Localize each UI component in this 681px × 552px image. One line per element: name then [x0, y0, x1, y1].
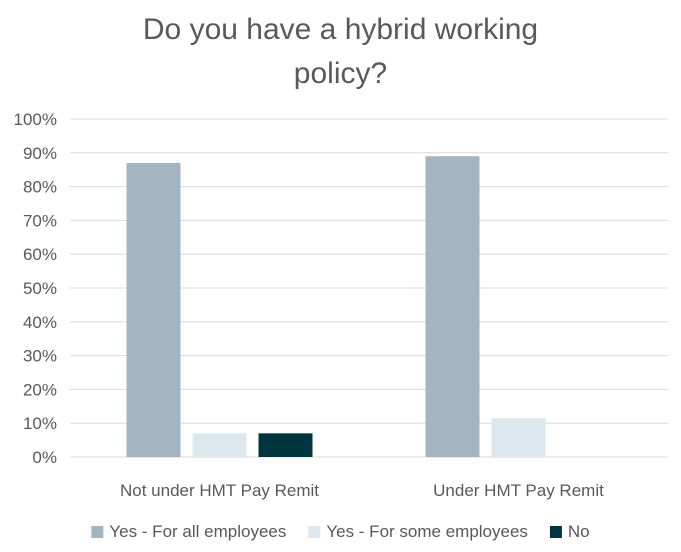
- x-category-label: Under HMT Pay Remit: [433, 481, 604, 500]
- y-tick-label: 10%: [23, 414, 57, 433]
- y-tick-label: 60%: [23, 245, 57, 264]
- bar-2-series-2: [491, 418, 546, 457]
- y-tick-label: 50%: [23, 279, 57, 298]
- legend-label: No: [568, 522, 590, 541]
- legend-swatch: [549, 526, 562, 538]
- x-category-label: Not under HMT Pay Remit: [120, 481, 319, 500]
- legend-label: Yes - For all employees: [109, 522, 286, 541]
- legend-swatch: [308, 526, 321, 538]
- y-tick-label: 20%: [23, 380, 57, 399]
- y-tick-label: 90%: [23, 144, 57, 163]
- bar-1-series-3: [258, 433, 313, 457]
- legend-swatch: [91, 526, 104, 538]
- bar-1-series-2: [192, 433, 247, 457]
- bar-2-series-1: [425, 156, 480, 457]
- chart-title: Do you have a hybrid working policy?: [142, 13, 539, 90]
- y-tick-label: 40%: [23, 313, 57, 332]
- y-tick-label: 100%: [14, 110, 57, 129]
- bar-1-series-1: [126, 162, 181, 457]
- y-tick-label: 70%: [23, 211, 57, 230]
- y-tick-label: 0%: [32, 448, 57, 467]
- y-tick-label: 30%: [23, 347, 57, 366]
- y-tick-label: 80%: [23, 178, 57, 197]
- legend-label: Yes - For some employees: [326, 522, 528, 541]
